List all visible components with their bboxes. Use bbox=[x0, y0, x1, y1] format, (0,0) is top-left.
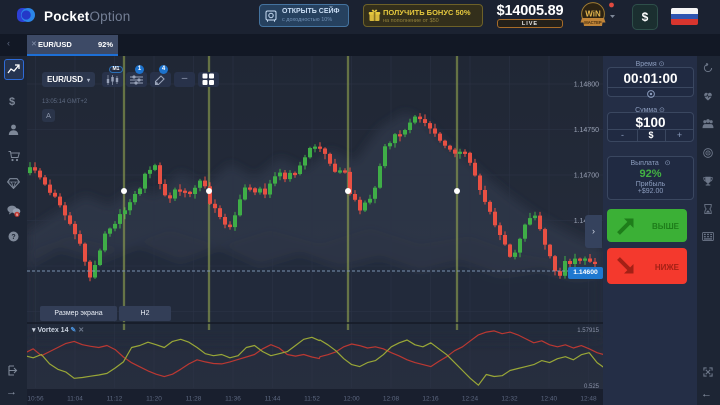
svg-text:10:56: 10:56 bbox=[27, 396, 44, 403]
svg-text:12:48: 12:48 bbox=[580, 396, 597, 403]
svg-text:12:08: 12:08 bbox=[383, 396, 400, 403]
svg-text:11:44: 11:44 bbox=[265, 396, 281, 403]
svg-text:11:12: 11:12 bbox=[107, 396, 123, 403]
svg-text:1.14800: 1.14800 bbox=[574, 82, 599, 89]
svg-text:12:32: 12:32 bbox=[501, 396, 518, 403]
svg-text:МАСТЕР: МАСТЕР bbox=[584, 20, 602, 25]
svg-text:12:00: 12:00 bbox=[343, 396, 360, 403]
svg-text:11:04: 11:04 bbox=[67, 396, 83, 403]
svg-text:11:28: 11:28 bbox=[186, 396, 202, 403]
svg-text:1.14750: 1.14750 bbox=[574, 127, 599, 134]
svg-text:12:24: 12:24 bbox=[462, 396, 479, 403]
svg-text:WiN: WiN bbox=[585, 10, 601, 19]
svg-text:11:36: 11:36 bbox=[225, 396, 241, 403]
svg-text:11:20: 11:20 bbox=[146, 396, 162, 403]
svg-text:11:52: 11:52 bbox=[304, 396, 320, 403]
svg-text:12:16: 12:16 bbox=[422, 396, 439, 403]
svg-text:12:40: 12:40 bbox=[541, 396, 558, 403]
svg-text:?: ? bbox=[11, 234, 15, 241]
svg-text:1.14700: 1.14700 bbox=[574, 173, 599, 180]
svg-text:9: 9 bbox=[16, 212, 19, 217]
